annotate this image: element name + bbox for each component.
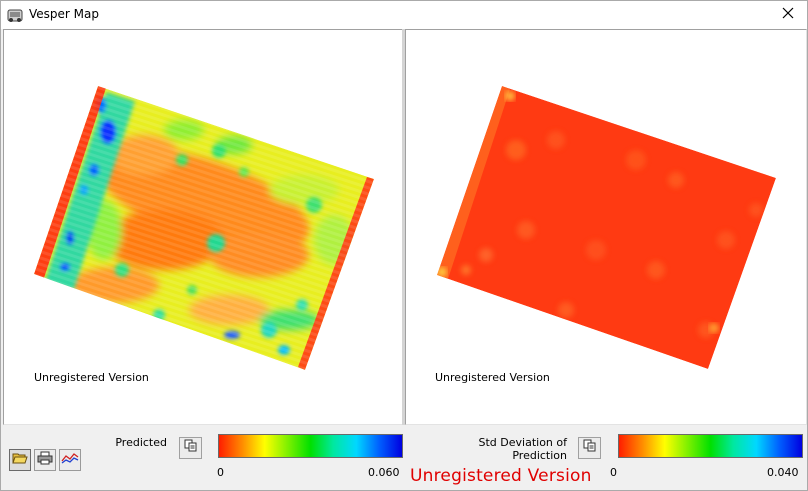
title-bar: Vesper Map bbox=[1, 1, 807, 29]
std-deviation-map bbox=[437, 86, 776, 369]
open-button[interactable] bbox=[9, 449, 31, 471]
open-folder-icon bbox=[12, 451, 28, 470]
copy-icon bbox=[583, 439, 596, 457]
std-deviation-map-panel: Unregistered Version bbox=[405, 29, 807, 425]
std-deviation-legend-label: Std Deviation of Prediction bbox=[478, 436, 568, 462]
predicted-color-ramp bbox=[218, 434, 403, 458]
copy-predicted-button[interactable] bbox=[179, 437, 202, 459]
close-icon bbox=[782, 6, 794, 24]
close-button[interactable] bbox=[769, 1, 807, 29]
predicted-min-value: 0 bbox=[217, 466, 224, 479]
unregistered-version-banner: Unregistered Version bbox=[410, 466, 592, 486]
std-deviation-max-value: 0.040 bbox=[767, 466, 799, 479]
predicted-field-surface bbox=[34, 86, 374, 370]
std-deviation-min-value: 0 bbox=[610, 466, 617, 479]
panel-splitter[interactable] bbox=[402, 29, 405, 425]
std-deviation-color-ramp bbox=[618, 434, 803, 458]
legend-toolbar: Predicted 0 0.060 Std Deviation of Predi… bbox=[1, 425, 807, 490]
copy-icon bbox=[184, 439, 197, 457]
predicted-map-watermark: Unregistered Version bbox=[34, 371, 149, 384]
predicted-max-value: 0.060 bbox=[368, 466, 400, 479]
print-button[interactable] bbox=[34, 449, 56, 471]
graph-icon bbox=[61, 451, 79, 470]
copy-std-deviation-button[interactable] bbox=[578, 437, 601, 459]
print-icon bbox=[37, 451, 53, 470]
graph-button[interactable] bbox=[59, 449, 81, 471]
std-deviation-field-surface bbox=[437, 86, 776, 369]
predicted-map-panel: Unregistered Version bbox=[3, 29, 403, 425]
predicted-map bbox=[34, 86, 374, 370]
app-icon bbox=[6, 6, 24, 24]
std-deviation-map-watermark: Unregistered Version bbox=[435, 371, 550, 384]
window-title: Vesper Map bbox=[29, 7, 99, 21]
predicted-legend-label: Predicted bbox=[115, 436, 167, 449]
